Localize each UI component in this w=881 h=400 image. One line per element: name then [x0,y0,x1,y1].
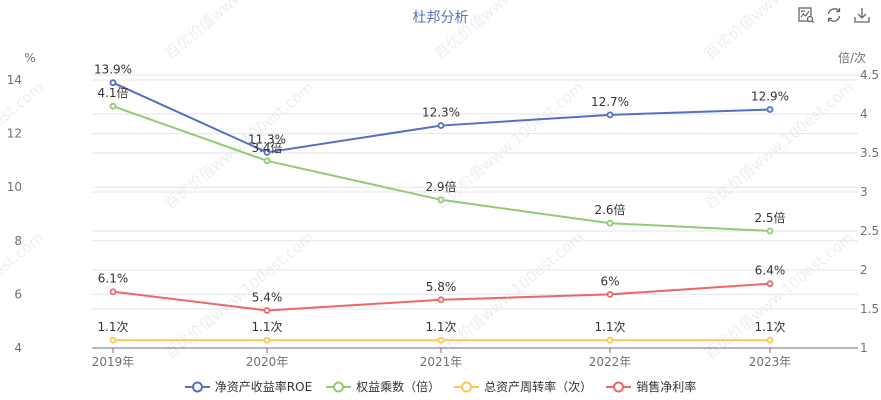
x-axis-tick: 2023年 [749,355,792,369]
watermark-text: 百优价值www.100est.com [701,228,857,363]
data-label: 1.1次 [425,320,456,334]
data-view-icon[interactable] [797,6,815,24]
data-point [606,336,614,344]
series-line [112,81,771,154]
data-point [437,122,445,129]
watermark-text: 百优价值www.100est.com [161,228,317,363]
legend-item[interactable]: 权益乘数（倍） [326,378,440,395]
data-label: 1.1次 [754,320,785,334]
left-axis-tick: 4 [14,341,22,355]
chart-title: 杜邦分析 [412,10,469,26]
data-label: 13.9% [94,63,132,77]
legend-item[interactable]: 总资产周转率（次） [454,378,592,395]
data-label: 2.9倍 [425,179,456,194]
legend-line-icon [326,381,352,392]
data-label: 6.1% [98,272,129,286]
data-label: 5.8% [426,280,457,294]
legend-label: 净资产收益率ROE [214,380,313,394]
data-label: 4.1倍 [97,85,128,100]
legend-label: 权益乘数（倍） [356,380,441,394]
data-label: 1.1次 [251,320,282,334]
data-label: 12.7% [591,95,629,109]
data-point [766,227,774,235]
right-axis-tick: 4 [860,107,868,121]
data-point [263,336,271,344]
left-axis-tick: 8 [14,234,22,248]
watermark-layer: 百优价值www.100est.com 百优价值www.100est.com 百优价值… [0,0,857,363]
watermark-text: 百优价值www.100est.com [431,78,587,213]
watermark-text: 百优价值www.100est.com [701,78,857,213]
watermark-text: 百优价值www.100est.com [161,78,317,213]
legend-line-icon [454,381,480,392]
data-point [766,106,774,113]
axes: % 倍/次 4 6 8 10 12 14 1 1.5 2 2.5 3 3.5 4 4.5 2019年 2020年 2… [7,50,879,369]
watermark-text: 百优价值www.100est.com [0,78,47,213]
data-label: 11.3% [248,132,286,146]
legend-item[interactable]: 销售净利率 [606,378,696,395]
left-axis-tick: 14 [7,73,22,87]
legend: 净资产收益率ROE 权益乘数（倍） 总资产周转率（次） 销售净利率 [0,378,881,395]
right-axis-tick: 3 [860,185,868,199]
data-point [766,280,774,288]
left-axis-tick: 12 [7,127,22,141]
left-axis-unit: % [24,51,35,65]
data-point [263,157,271,165]
data-label: 5.4% [252,290,283,304]
right-axis-tick: 4.5 [860,68,879,82]
data-label: 12.9% [751,89,789,103]
data-point [109,102,117,110]
left-axis-tick: 10 [7,180,22,194]
data-label: 6% [600,274,619,288]
legend-line-icon [606,381,632,392]
legend-label: 总资产周转率（次） [484,380,593,394]
x-axis-tick: 2021年 [420,355,463,369]
restore-icon[interactable] [825,6,843,24]
grid-lines [92,74,858,310]
data-point [109,336,117,344]
data-label: 1.1次 [594,320,625,334]
data-point [263,148,271,156]
data-label: 6.4% [755,264,786,278]
right-axis-tick: 2.5 [860,224,879,238]
right-axis-tick: 1 [860,341,868,355]
data-labels: 13.9% 11.3% 12.3% 12.7% 12.9% 4.1倍 3.4倍 2.9倍 2.6… [94,63,789,335]
legend-line-icon [184,381,210,392]
right-axis-tick: 1.5 [860,302,879,316]
right-axis-unit: 倍/次 [838,50,866,65]
data-point [437,196,445,204]
data-point [606,290,614,298]
data-label: 2.5倍 [754,210,785,225]
x-axis-tick: 2020年 [246,355,289,369]
watermark-text: 百优价值www.100est.com [0,228,47,363]
data-point [437,336,445,344]
save-image-icon[interactable] [853,6,871,24]
data-label: 3.4倍 [251,140,282,155]
series-line [112,105,771,232]
x-axis-tick: 2022年 [589,355,632,369]
data-label: 12.3% [422,106,460,120]
data-point [437,296,445,304]
right-axis-tick: 3.5 [860,146,879,160]
series-line [112,282,771,312]
toolbox [797,6,871,24]
watermark-text: 百优价值www.100est.com [431,228,587,363]
x-axis-tick: 2019年 [92,355,135,369]
data-label: 1.1次 [97,320,128,334]
data-point [606,219,614,227]
left-axis-tick: 6 [14,287,22,301]
data-point [109,288,117,296]
right-axis-tick: 2 [860,263,868,277]
data-label: 2.6倍 [594,202,625,217]
data-point [109,79,117,87]
data-point [606,111,614,119]
data-point [766,336,774,344]
legend-item[interactable]: 净资产收益率ROE [184,378,313,395]
data-point [263,307,271,314]
legend-label: 销售净利率 [636,380,697,394]
series-lines [109,79,774,344]
